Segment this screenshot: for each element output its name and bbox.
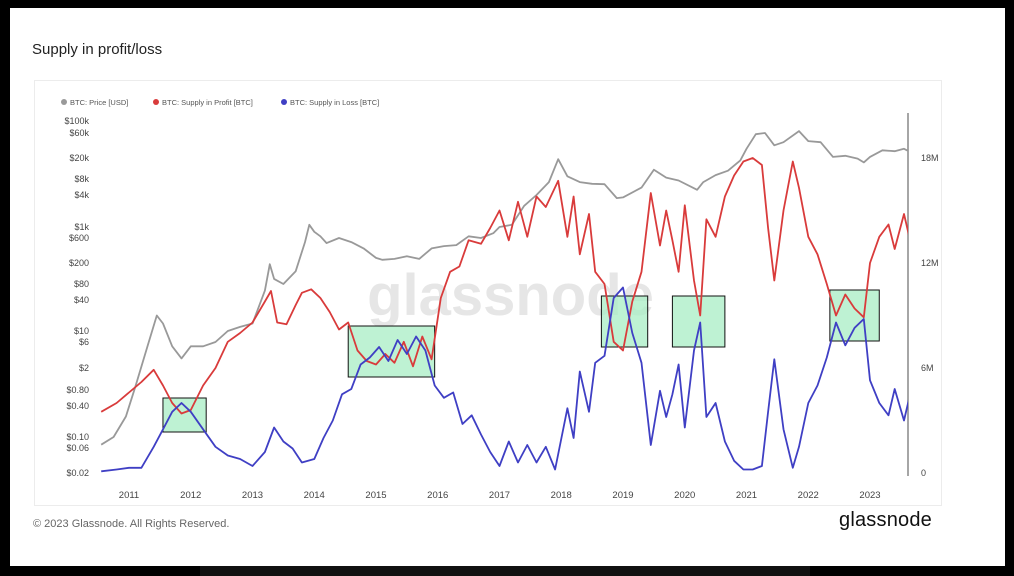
y-left-tick-label: $200 xyxy=(69,258,89,268)
y-left-tick-label: $60k xyxy=(69,128,89,138)
supply-in-profit-line xyxy=(100,157,908,415)
x-tick-label: 2015 xyxy=(365,490,386,501)
y-left-tick-label: $0.02 xyxy=(66,468,89,478)
y-left-tick-label: $2 xyxy=(79,363,89,373)
y-left-tick-label: $20k xyxy=(69,153,89,163)
y-right-tick-label: 12M xyxy=(921,258,939,268)
y-right-tick-label: 6M xyxy=(921,363,934,373)
x-tick-label: 2018 xyxy=(551,490,572,501)
bottom-strip xyxy=(200,566,810,576)
y-left-tick-label: $6 xyxy=(79,337,89,347)
legend-marker xyxy=(61,99,67,105)
highlight-box xyxy=(347,325,436,378)
y-left-tick-label: $0.06 xyxy=(66,443,89,453)
highlight-box xyxy=(829,289,880,342)
y-left-tick-label: $0.40 xyxy=(66,401,89,411)
x-tick-label: 2013 xyxy=(242,490,263,501)
legend-marker xyxy=(153,99,159,105)
highlight-box xyxy=(162,397,207,433)
x-tick-label: 2019 xyxy=(612,490,633,501)
brand-logo: glassnode xyxy=(839,509,932,531)
x-tick-label: 2011 xyxy=(119,490,139,501)
legend-marker xyxy=(281,99,287,105)
y-left-tick-label: $100k xyxy=(64,116,89,126)
chart-title: Supply in profit/loss xyxy=(32,41,163,58)
y-left-tick-label: $0.10 xyxy=(66,432,89,442)
legend-label: BTC: Supply in Profit [BTC] xyxy=(162,98,253,107)
y-left-tick-label: $40 xyxy=(74,295,89,305)
x-tick-label: 2012 xyxy=(180,490,201,501)
y-left-tick-label: $8k xyxy=(74,174,89,184)
x-tick-label: 2017 xyxy=(489,490,510,501)
x-tick-label: 2014 xyxy=(304,490,325,501)
chart-frame xyxy=(34,80,942,506)
x-tick-label: 2021 xyxy=(736,490,757,501)
y-left-tick-label: $1k xyxy=(74,222,89,232)
x-tick-label: 2016 xyxy=(427,490,448,501)
y-left-tick-label: $600 xyxy=(69,233,89,243)
x-tick-label: 2023 xyxy=(859,490,880,501)
x-tick-label: 2020 xyxy=(674,490,695,501)
y-left-tick-label: $0.80 xyxy=(66,385,89,395)
y-left-tick-label: $80 xyxy=(74,279,89,289)
y-right-tick-label: 0 xyxy=(921,468,926,478)
y-right-tick-label: 18M xyxy=(921,153,939,163)
x-tick-label: 2022 xyxy=(798,490,819,501)
legend-label: BTC: Supply in Loss [BTC] xyxy=(290,98,379,107)
copyright-text: © 2023 Glassnode. All Rights Reserved. xyxy=(33,518,230,530)
supply-in-loss-line xyxy=(101,286,908,473)
y-left-tick-label: $10 xyxy=(74,326,89,336)
price-line xyxy=(100,130,908,446)
y-left-tick-label: $4k xyxy=(74,190,89,200)
legend-label: BTC: Price [USD] xyxy=(70,98,128,107)
